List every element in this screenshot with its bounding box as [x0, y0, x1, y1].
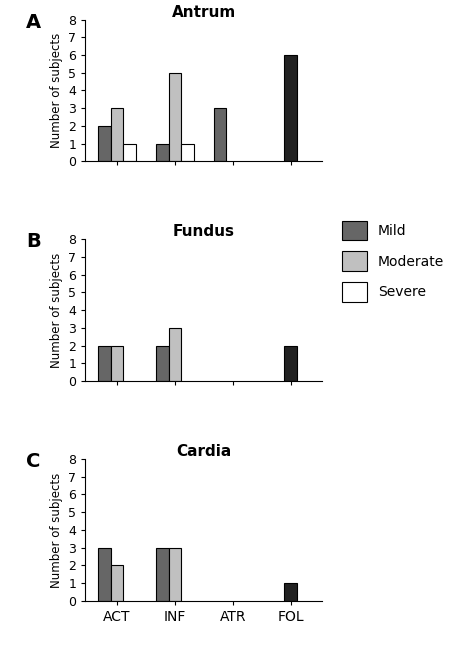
- Title: Cardia: Cardia: [176, 444, 231, 459]
- Title: Antrum: Antrum: [172, 5, 236, 20]
- Bar: [169, 72, 181, 161]
- Bar: [284, 583, 297, 601]
- Bar: [214, 108, 227, 161]
- Bar: [284, 345, 297, 381]
- Y-axis label: Number of subjects: Number of subjects: [50, 253, 63, 368]
- Y-axis label: Number of subjects: Number of subjects: [50, 472, 63, 588]
- Bar: [156, 548, 169, 601]
- Title: Fundus: Fundus: [173, 224, 235, 239]
- Bar: [123, 144, 136, 161]
- Bar: [156, 345, 169, 381]
- Legend: Mild, Moderate, Severe: Mild, Moderate, Severe: [339, 218, 447, 304]
- Text: B: B: [26, 232, 41, 251]
- Bar: [284, 55, 297, 161]
- Bar: [98, 548, 111, 601]
- Text: C: C: [26, 452, 40, 471]
- Bar: [169, 328, 181, 381]
- Bar: [156, 144, 169, 161]
- Bar: [111, 345, 123, 381]
- Bar: [111, 108, 123, 161]
- Y-axis label: Number of subjects: Number of subjects: [50, 33, 63, 148]
- Bar: [98, 126, 111, 161]
- Bar: [181, 144, 194, 161]
- Bar: [98, 345, 111, 381]
- Bar: [111, 565, 123, 601]
- Bar: [169, 548, 181, 601]
- Text: A: A: [26, 12, 41, 31]
